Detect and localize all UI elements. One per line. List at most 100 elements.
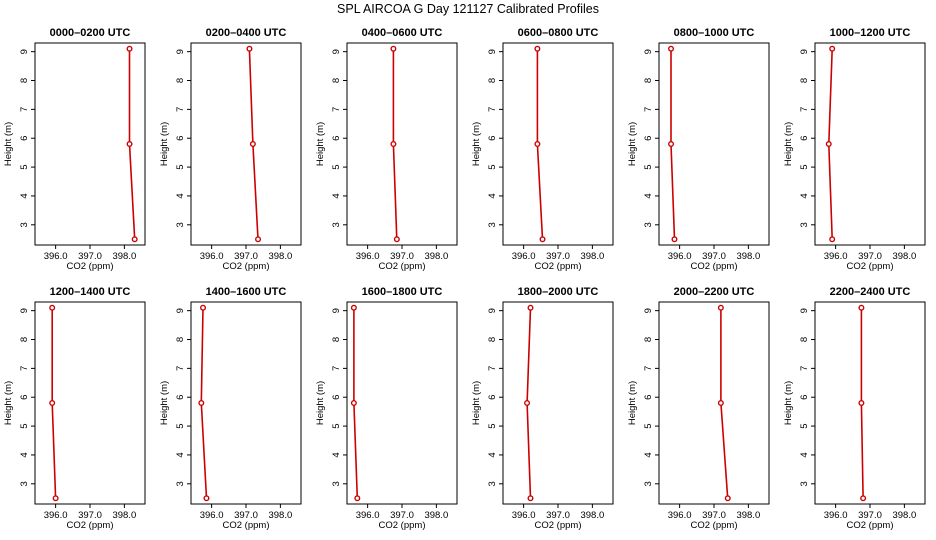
- y-axis-label: Height (m): [3, 381, 14, 425]
- data-point: [534, 45, 541, 52]
- panel-9: 1600–1800 UTC 396.0 397.0 398.0 3 4 5 6 7 8 9 CO2 (…: [315, 286, 458, 531]
- x-tick-label: 396.0: [668, 251, 692, 262]
- y-axis-label: Height (m): [315, 122, 326, 166]
- x-tick-label: 397.0: [234, 251, 258, 262]
- y-axis-label: Height (m): [471, 122, 482, 166]
- x-tick-label: 397.0: [78, 510, 102, 521]
- y-tick-label: 4: [487, 452, 498, 457]
- x-tick-label: 397.0: [390, 510, 414, 521]
- y-tick-label: 9: [331, 49, 342, 54]
- x-tick-label: 396.0: [200, 510, 224, 521]
- data-point: [668, 45, 675, 52]
- panel-title: 1600–1800 UTC: [362, 286, 443, 298]
- y-tick-label: 9: [643, 49, 654, 54]
- panel-title: 2000–2200 UTC: [674, 286, 755, 298]
- y-tick-label: 3: [331, 481, 342, 486]
- y-tick-label: 5: [331, 423, 342, 428]
- x-tick-label: 398.0: [736, 251, 760, 262]
- y-tick-label: 5: [643, 423, 654, 428]
- data-point: [350, 400, 357, 407]
- y-axis-label: Height (m): [471, 381, 482, 425]
- panel-title: 0200–0400 UTC: [206, 27, 287, 39]
- panel-7: 1200–1400 UTC 396.0 397.0 398.0 3 4 5 6 7 8 9 CO2 (…: [3, 286, 146, 531]
- panel-6: 1000–1200 UTC 396.0 397.0 398.0 3 4 5 6 7 8 9 CO2 (…: [783, 27, 926, 272]
- data-point: [829, 45, 836, 52]
- x-tick-label: 396.0: [356, 251, 380, 262]
- x-axis-label: CO2 (ppm): [535, 261, 582, 272]
- data-point: [829, 236, 836, 243]
- panel-3: 0400–0600 UTC 396.0 397.0 398.0 3 4 5 6 7 8 9 CO2 (…: [315, 27, 458, 272]
- data-point: [524, 400, 531, 407]
- data-point: [131, 236, 138, 243]
- y-tick-label: 8: [799, 78, 810, 83]
- y-tick-label: 8: [487, 78, 498, 83]
- x-tick-label: 397.0: [702, 510, 726, 521]
- data-point: [390, 45, 397, 52]
- y-tick-label: 5: [799, 164, 810, 169]
- y-tick-label: 9: [643, 308, 654, 313]
- plot-frame: [658, 42, 770, 246]
- y-tick-label: 6: [19, 395, 30, 400]
- data-point: [203, 495, 210, 502]
- x-tick-label: 398.0: [112, 510, 136, 521]
- x-tick-label: 397.0: [702, 251, 726, 262]
- y-tick-label: 8: [175, 78, 186, 83]
- y-tick-label: 3: [19, 222, 30, 227]
- y-tick-label: 6: [643, 395, 654, 400]
- y-tick-label: 8: [643, 78, 654, 83]
- y-tick-label: 9: [175, 49, 186, 54]
- y-tick-label: 9: [487, 308, 498, 313]
- x-tick-label: 396.0: [512, 510, 536, 521]
- y-tick-label: 8: [331, 78, 342, 83]
- y-tick-label: 5: [487, 164, 498, 169]
- x-tick-label: 397.0: [546, 251, 570, 262]
- y-tick-label: 8: [331, 337, 342, 342]
- y-tick-label: 4: [175, 193, 186, 198]
- data-point: [350, 304, 357, 311]
- data-point: [255, 236, 262, 243]
- data-point: [527, 304, 534, 311]
- y-tick-label: 5: [331, 164, 342, 169]
- y-tick-label: 7: [19, 107, 30, 112]
- y-tick-label: 3: [643, 481, 654, 486]
- data-point: [724, 495, 731, 502]
- panel-title: 2200–2400 UTC: [830, 286, 911, 298]
- y-tick-label: 6: [487, 136, 498, 141]
- x-axis-label: CO2 (ppm): [223, 520, 270, 531]
- x-tick-label: 398.0: [268, 510, 292, 521]
- x-tick-label: 397.0: [234, 510, 258, 521]
- y-tick-label: 7: [799, 366, 810, 371]
- plot-frame: [502, 301, 614, 505]
- x-axis-label: CO2 (ppm): [67, 261, 114, 272]
- y-axis-label: Height (m): [783, 381, 794, 425]
- data-point: [249, 140, 256, 147]
- data-point: [49, 304, 56, 311]
- data-point: [200, 304, 207, 311]
- data-point: [858, 400, 865, 407]
- y-tick-label: 4: [19, 193, 30, 198]
- x-tick-label: 397.0: [78, 251, 102, 262]
- x-axis-label: CO2 (ppm): [67, 520, 114, 531]
- panel-2: 0200–0400 UTC 396.0 397.0 398.0 3 4 5 6 7 8 9 CO2 (…: [159, 27, 302, 272]
- x-tick-label: 396.0: [824, 251, 848, 262]
- y-tick-label: 7: [799, 107, 810, 112]
- y-tick-label: 3: [19, 481, 30, 486]
- y-axis-label: Height (m): [159, 122, 170, 166]
- x-tick-label: 398.0: [892, 510, 916, 521]
- y-tick-label: 5: [19, 164, 30, 169]
- x-tick-label: 397.0: [390, 251, 414, 262]
- data-point: [52, 495, 59, 502]
- y-axis-label: Height (m): [627, 381, 638, 425]
- y-tick-label: 9: [175, 308, 186, 313]
- y-tick-label: 9: [331, 308, 342, 313]
- y-tick-label: 7: [175, 107, 186, 112]
- y-tick-label: 7: [487, 107, 498, 112]
- y-tick-label: 9: [19, 49, 30, 54]
- y-axis-label: Height (m): [627, 122, 638, 166]
- plot-frame: [346, 42, 458, 246]
- x-axis-label: CO2 (ppm): [223, 261, 270, 272]
- data-point: [534, 140, 541, 147]
- panel-1: 0000–0200 UTC 396.0 397.0 398.0 3 4 5 6 7 8 9 CO2 (…: [3, 27, 146, 272]
- y-tick-label: 4: [643, 193, 654, 198]
- data-point: [671, 236, 678, 243]
